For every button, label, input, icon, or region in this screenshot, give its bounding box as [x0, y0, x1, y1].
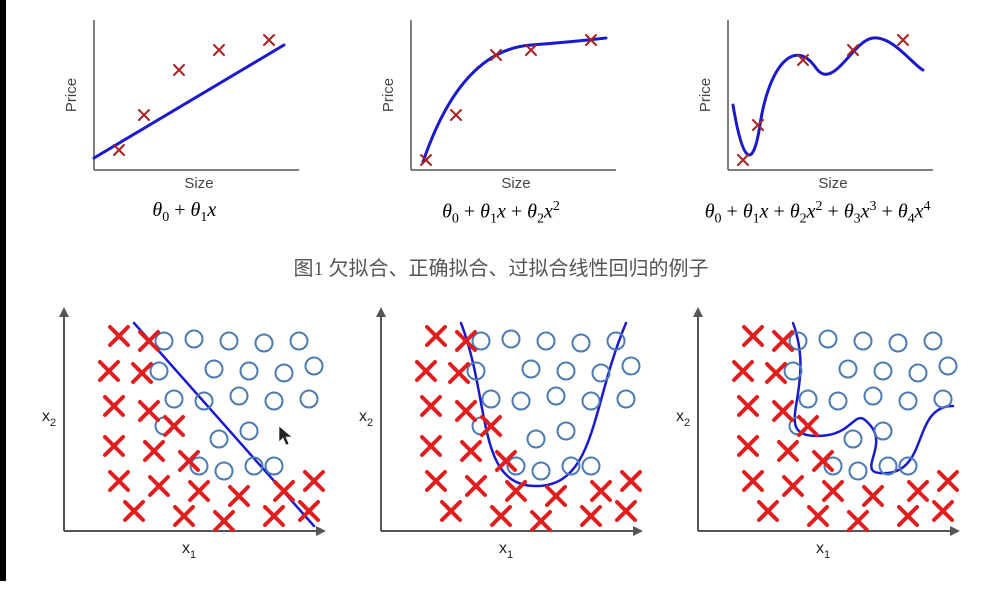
svg-text:x2: x2 [676, 408, 690, 429]
svg-text:x1: x1 [816, 540, 830, 561]
svg-text:Price: Price [64, 78, 80, 112]
classification-panel-2: x2 x1 [668, 301, 968, 571]
classification-panel-1: x2 x1 [351, 301, 651, 571]
regression-formula-1: θ0 + θ1x + θ2x2 [351, 199, 651, 228]
figure-caption: 图1 欠拟合、正确拟合、过拟合线性回归的例子 [26, 252, 976, 281]
svg-text:Size: Size [185, 175, 214, 192]
regression-panel-1: Price Size θ0 + θ1x + θ2x2 [351, 10, 651, 228]
regression-chart-2: Price Size [698, 10, 938, 195]
svg-text:x1: x1 [182, 540, 196, 561]
regression-panel-2: Price Size θ0 + θ1x + θ2x2 + θ3x3 + θ4x4 [668, 10, 968, 228]
svg-text:x2: x2 [359, 408, 373, 429]
svg-text:Size: Size [818, 175, 847, 192]
classification-chart-2: x2 x1 [668, 301, 968, 571]
svg-text:x2: x2 [42, 408, 56, 429]
regression-chart-0: Price Size [64, 10, 304, 195]
classification-panel-0: x2 x1 [34, 301, 334, 571]
svg-text:Size: Size [501, 175, 530, 192]
regression-formula-2: θ0 + θ1x + θ2x2 + θ3x3 + θ4x4 [668, 199, 968, 228]
regression-formula-0: θ0 + θ1x [34, 199, 334, 226]
svg-text:x1: x1 [499, 540, 513, 561]
regression-panel-0: Price Size θ0 + θ1x [34, 10, 334, 226]
mouse-cursor-icon [279, 426, 292, 445]
classification-row: x2 x1 x2 x1 x2 x1 [26, 301, 976, 571]
regression-chart-1: Price Size [381, 10, 621, 195]
svg-text:Price: Price [381, 78, 397, 112]
classification-chart-1: x2 x1 [351, 301, 651, 571]
regression-row: Price Size θ0 + θ1x Price Size θ0 + θ1x + θ2x… [26, 10, 976, 228]
classification-chart-0: x2 x1 [34, 301, 334, 571]
svg-text:Price: Price [698, 78, 714, 112]
